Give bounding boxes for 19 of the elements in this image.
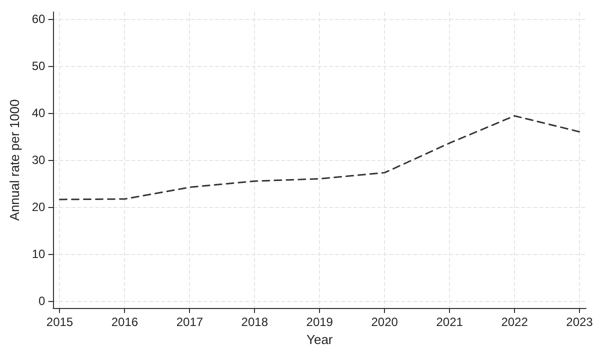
y-axis-title: Annual rate per 1000 xyxy=(7,99,22,221)
line-series xyxy=(58,115,580,200)
x-tick-label: 2022 xyxy=(501,315,528,329)
x-tick-label: 2023 xyxy=(566,315,594,329)
y-tick-label: 50 xyxy=(32,59,46,74)
y-tick-label: 40 xyxy=(32,106,46,120)
y-tick-label: 20 xyxy=(32,200,46,214)
x-tick-label: 2018 xyxy=(241,315,268,329)
x-tick-label: 2020 xyxy=(371,315,398,329)
y-tick-label: 60 xyxy=(32,12,46,26)
x-tick-label: 2019 xyxy=(306,315,334,329)
y-tick-label: 10 xyxy=(32,246,46,261)
x-tick-label: 2017 xyxy=(176,315,204,329)
x-tick-label: 2015 xyxy=(46,315,74,329)
x-tick-label: 2021 xyxy=(436,315,464,329)
y-tick-label: 0 xyxy=(38,294,46,308)
x-tick-label: 2016 xyxy=(111,315,138,329)
x-axis-title: Year xyxy=(306,332,334,347)
y-tick-label: 30 xyxy=(32,153,46,167)
